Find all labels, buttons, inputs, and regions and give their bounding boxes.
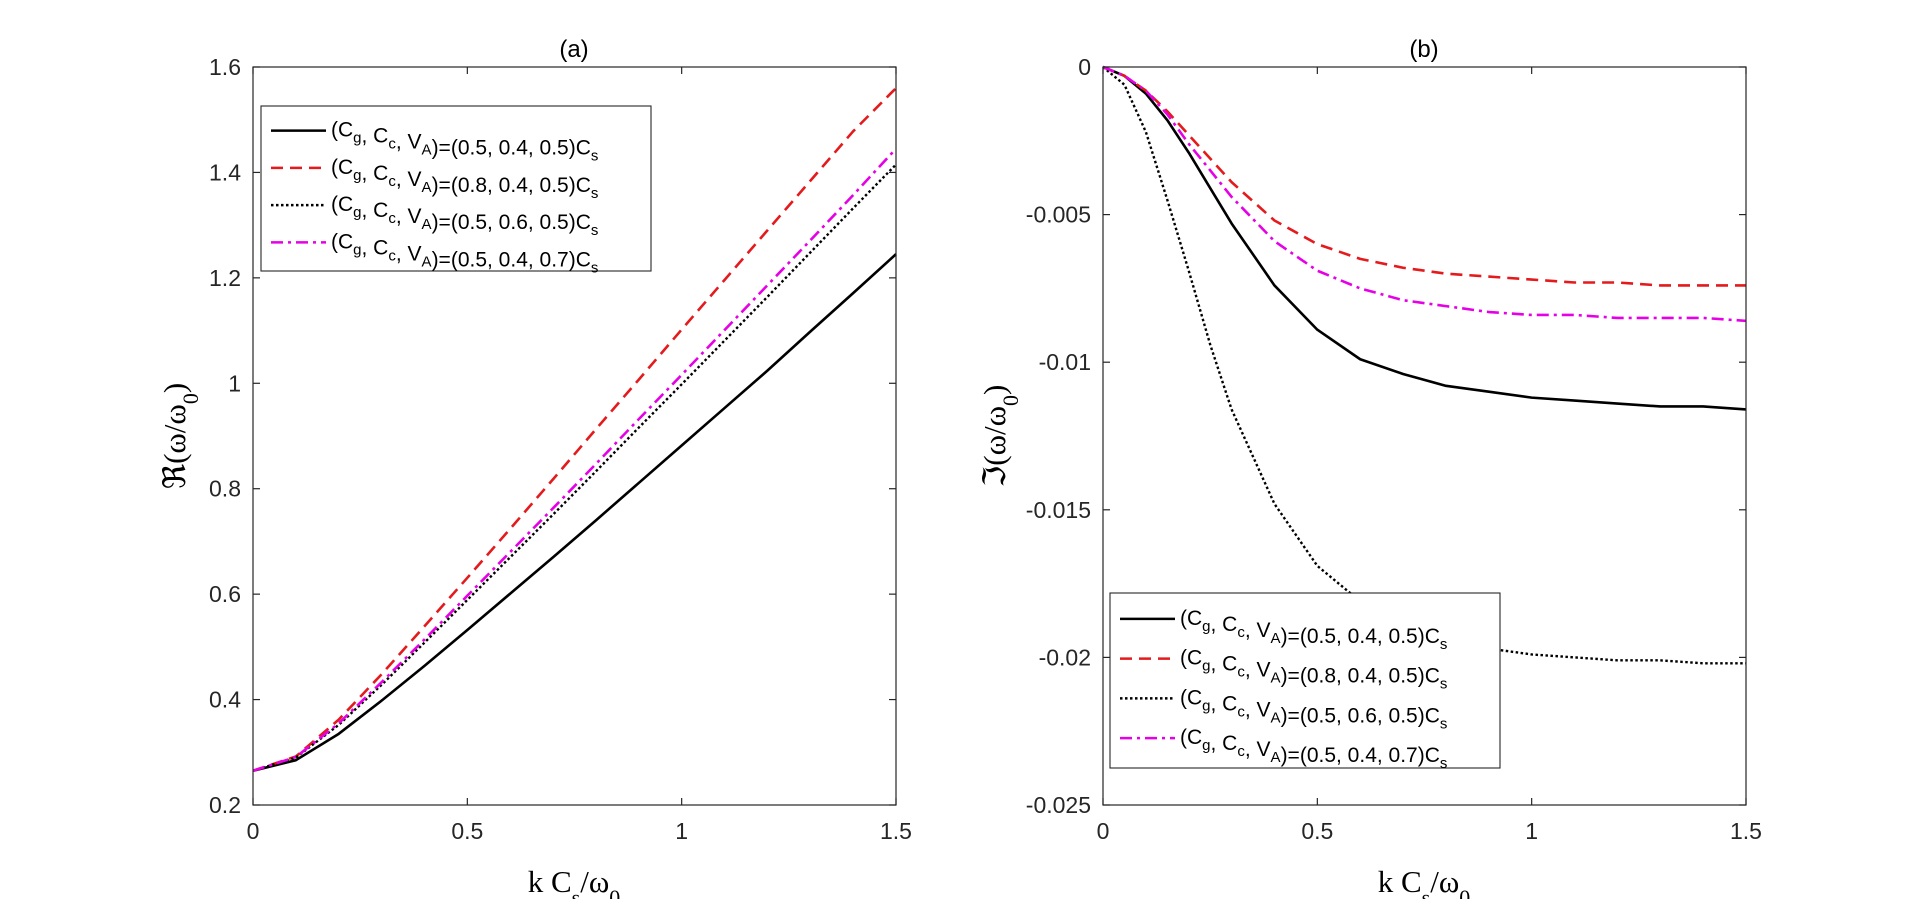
panel-a-legend: (Cg, Cc, VA)=(0.5, 0.4, 0.5)Cs(Cg, Cc, V… — [260, 105, 652, 276]
panel-b-y-tick-label: 0 — [1078, 54, 1091, 80]
panel-b-x-tick-label: 1 — [1525, 818, 1538, 844]
panel-a-x-ticks: 0 0.5 1 1.5 — [247, 67, 912, 844]
panel-a-y-tick-label: 1.2 — [209, 265, 241, 291]
panel-a-x-tick-label: 0 — [247, 818, 260, 844]
panel-a-legend-entry-2: (Cg, Cc, VA)=(0.8, 0.4, 0.5)Cs — [331, 156, 598, 202]
panel-a-series-lines — [252, 87, 897, 773]
panel-a-axes-box — [252, 66, 897, 806]
panel-a-y-ticks: 0.2 0.4 0.6 0.8 1 1.2 1.4 1.6 — [209, 54, 896, 818]
panel-b-series-line-3 — [1102, 66, 1746, 665]
panel-b-y-tick-label: -0.005 — [1026, 202, 1091, 228]
panel-a-y-tick-label: 1.6 — [209, 54, 241, 80]
panel-a-y-tick-label: 0.8 — [209, 476, 241, 502]
panel-a-title: (a) — [559, 36, 588, 63]
panel-a-y-axis-label: ℜ(ω/ω0) — [157, 383, 203, 489]
panel-b-series-line-2 — [1102, 65, 1746, 287]
panel-b-series-line-4 — [1102, 65, 1747, 323]
panel-b-y-tick-label: -0.025 — [1026, 792, 1091, 818]
panel-b-title: (b) — [1409, 36, 1438, 63]
panel-a-legend-entry-3: (Cg, Cc, VA)=(0.5, 0.6, 0.5)Cs — [331, 193, 598, 239]
panel-b-y-axis-label: ℑ(ω/ω0) — [977, 385, 1023, 488]
panel-a-series-line-1 — [252, 253, 897, 773]
panel-a-x-axis-label: k Cs/ω0 — [528, 864, 621, 899]
panel-b-legend-entry-4: (Cg, Cc, VA)=(0.5, 0.4, 0.7)Cs — [1180, 726, 1447, 772]
panel-b-legend-entry-2: (Cg, Cc, VA)=(0.8, 0.4, 0.5)Cs — [1180, 647, 1447, 693]
panel-b-y-ticks: 0 -0.005 -0.01 -0.015 -0.02 -0.025 — [1026, 54, 1746, 818]
panel-a-legend-entry-1: (Cg, Cc, VA)=(0.5, 0.4, 0.5)Cs — [331, 119, 598, 165]
panel-b-y-tick-label: -0.02 — [1039, 644, 1091, 670]
panel-a-x-tick-label: 1 — [675, 818, 688, 844]
panel-b-axes-box — [1102, 66, 1747, 806]
panel-b-x-axis-label: k Cs/ω0 — [1378, 864, 1471, 899]
panel-a-y-tick-label: 0.4 — [209, 687, 241, 713]
panel-a-y-tick-label: 0.2 — [209, 792, 241, 818]
panel-a-x-tick-label: 0.5 — [451, 818, 483, 844]
panel-a-series-line-3 — [252, 163, 897, 772]
panel-b-x-tick-label: 0.5 — [1301, 818, 1333, 844]
panel-a-legend-entry-4: (Cg, Cc, VA)=(0.5, 0.4, 0.7)Cs — [331, 230, 598, 276]
panel-b-y-tick-label: -0.015 — [1026, 497, 1091, 523]
panel-a-y-tick-label: 1.4 — [209, 159, 241, 185]
panel-b-y-tick-label: -0.01 — [1039, 349, 1091, 375]
panel-b-x-ticks: 0 0.5 1 1.5 — [1097, 67, 1762, 844]
panel-a-y-tick-label: 1 — [228, 370, 241, 396]
panel-b-legend-entry-1: (Cg, Cc, VA)=(0.5, 0.4, 0.5)Cs — [1180, 607, 1447, 653]
panel-a-x-tick-label: 1.5 — [880, 818, 912, 844]
panel-b-legend: (Cg, Cc, VA)=(0.5, 0.4, 0.5)Cs(Cg, Cc, V… — [1109, 592, 1501, 772]
panel-a-y-tick-label: 0.6 — [209, 581, 241, 607]
panel-b-x-tick-label: 1.5 — [1730, 818, 1762, 844]
panel-b-series-line-1 — [1102, 65, 1747, 411]
panel-a-series-line-2 — [252, 87, 897, 772]
panel-b-series-lines — [1102, 65, 1747, 665]
panel-b-legend-entry-3: (Cg, Cc, VA)=(0.5, 0.6, 0.5)Cs — [1180, 686, 1447, 732]
panel-b: 0 0.5 1 1.5 0 -0.005 -0.01 -0.015 -0.02 -0.025 (… — [977, 36, 1762, 899]
panel-a-series-line-4 — [252, 147, 897, 772]
panel-a: 0 0.5 1 1.5 0.2 0.4 0.6 0.8 1 1.2 1.4 1.6 (a) k Cs… — [157, 36, 912, 899]
panel-b-x-tick-label: 0 — [1097, 818, 1110, 844]
